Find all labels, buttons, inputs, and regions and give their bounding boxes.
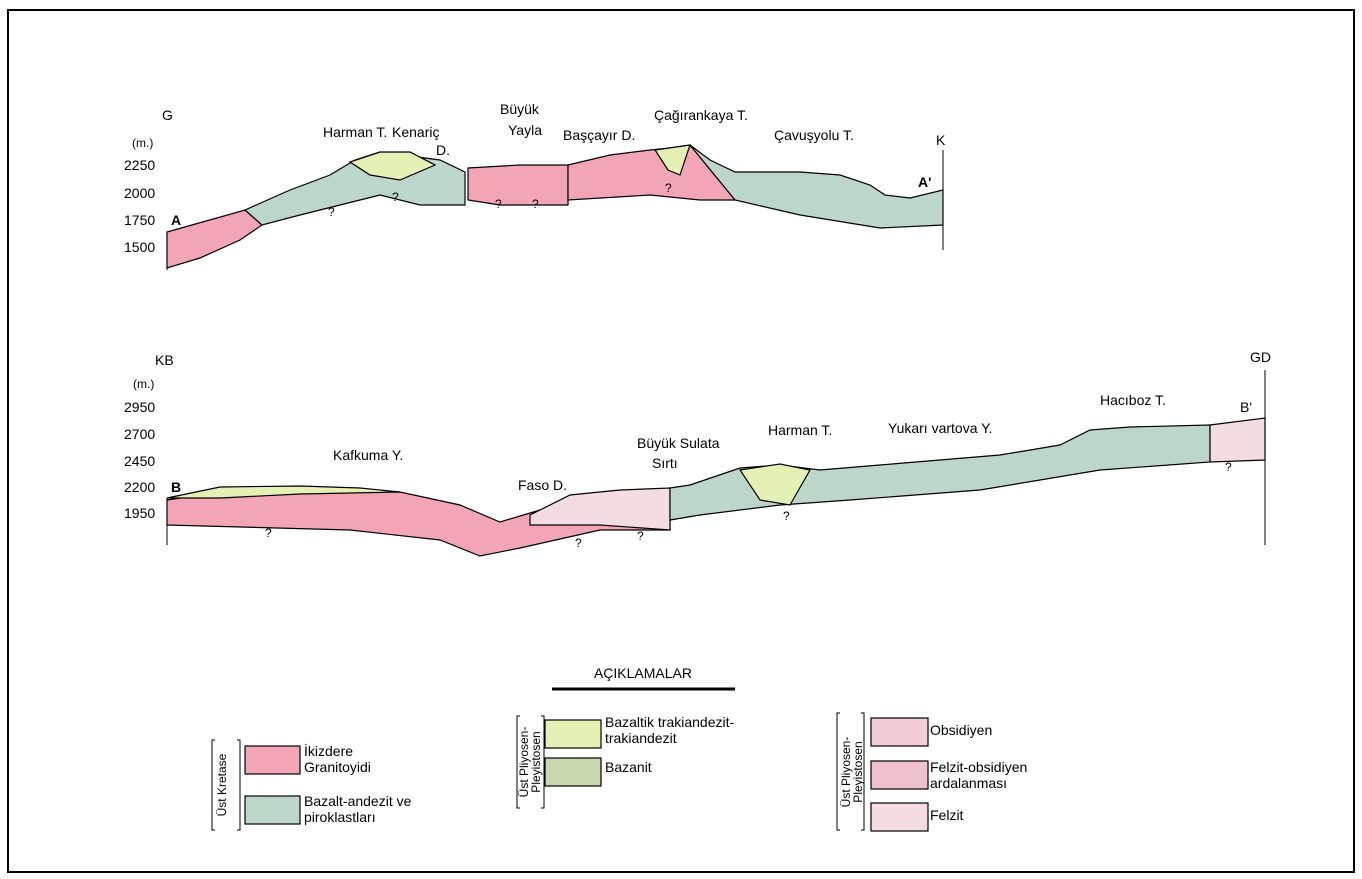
- elevation-label: 2000: [124, 185, 155, 201]
- unknown-mark: ?: [532, 197, 539, 211]
- legend-label: Granitoyidi: [304, 759, 371, 775]
- section-end: A: [171, 212, 181, 228]
- elevation-label: 2700: [124, 426, 155, 442]
- unknown-mark: ?: [392, 190, 399, 204]
- place-label: Yukarı vartova Y.: [888, 420, 993, 436]
- place-label: Harman T.: [768, 422, 832, 438]
- legend-label: Bazalt-andezit ve: [304, 793, 412, 809]
- unknown-mark: ?: [665, 181, 672, 195]
- elevation-label: 1500: [124, 239, 155, 255]
- section-end: B: [171, 479, 181, 495]
- place-label: Büyük Sulata: [637, 435, 720, 451]
- unknown-mark: ?: [1225, 460, 1232, 474]
- place-label: Hacıboz T.: [1100, 392, 1166, 408]
- place-label: Büyük: [500, 101, 540, 117]
- unknown-mark: ?: [265, 526, 272, 540]
- elevation-label: 1750: [124, 212, 155, 228]
- unknown-mark: ?: [637, 529, 644, 543]
- legend-label: Obsidiyen: [930, 722, 992, 738]
- place-label: Çağırankaya T.: [654, 107, 748, 123]
- place-label: Kafkuma Y.: [333, 447, 403, 463]
- place-label: Kenariç: [392, 124, 439, 140]
- unit-label: (m.): [132, 136, 153, 150]
- section-label: GD: [1250, 349, 1271, 365]
- place-label: Harman T.: [323, 124, 387, 140]
- section-end: B': [1240, 399, 1252, 415]
- legend-label: İkizdere: [304, 742, 353, 759]
- unknown-mark: ?: [328, 205, 335, 219]
- legend-title: AÇIKLAMALAR: [594, 665, 692, 681]
- age-label: Pleyistosen: [529, 731, 543, 792]
- section-a: [167, 145, 943, 270]
- place-label: Faso D.: [518, 477, 567, 493]
- place-label: Başçayır D.: [563, 127, 635, 143]
- legend-label: Felzit: [930, 807, 964, 823]
- age-label: Üst Kretase: [215, 753, 229, 816]
- legend-label: piroklastları: [304, 809, 376, 825]
- place-label: Yayla: [508, 122, 542, 138]
- unknown-mark: ?: [495, 197, 502, 211]
- elevation-label: 2450: [124, 453, 155, 469]
- elevation-label: 2200: [124, 479, 155, 495]
- section-label: G: [162, 107, 173, 123]
- unknown-mark: ?: [783, 509, 790, 523]
- place-label: Sırtı: [652, 455, 678, 471]
- section-end: A': [918, 174, 931, 190]
- unit-label: (m.): [133, 377, 154, 391]
- place-label: Çavuşyolu T.: [774, 127, 854, 143]
- legend-label: Bazaltik trakiandezit-: [605, 714, 735, 730]
- section-label: K: [936, 132, 946, 148]
- legend-label: Felzit-obsidiyen: [930, 759, 1027, 775]
- elevation-label: 2250: [124, 157, 155, 173]
- place-label: D.: [436, 142, 450, 158]
- legend-label: ardalanması: [930, 775, 1007, 791]
- elevation-label: 1950: [124, 505, 155, 521]
- page: G (m.) 2250 2000 1750 1500 A A' K Harman T. Kenari…: [0, 0, 1362, 879]
- elevation-label: 2950: [124, 399, 155, 415]
- legend-label: trakiandezit: [605, 730, 677, 746]
- legend-label: Bazanit: [605, 759, 652, 775]
- age-label: Pleyistosen: [851, 741, 865, 802]
- unknown-mark: ?: [575, 536, 582, 550]
- section-label: KB: [155, 352, 174, 368]
